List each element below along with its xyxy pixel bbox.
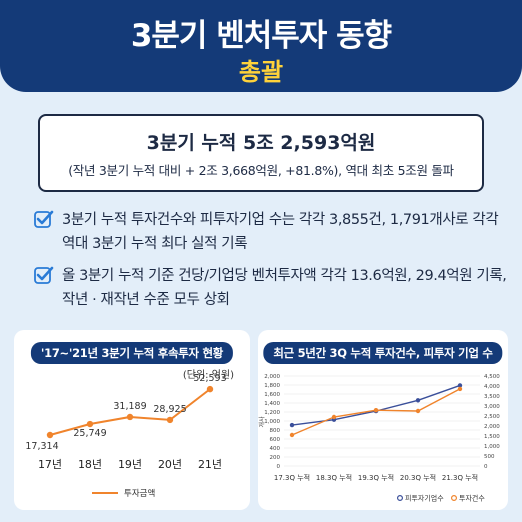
- chart2-y-right-tick: 4,000: [484, 384, 500, 390]
- chart2-y-right-tick: 3,500: [484, 394, 500, 400]
- bullet-item: 올 3분기 누적 기준 건당/기업당 벤처투자액 각각 13.6억원, 29.4…: [34, 264, 507, 314]
- chart2-y-left-tick: 0: [277, 464, 281, 470]
- chart2-series-line: [291, 384, 461, 426]
- chart1-point: [166, 416, 174, 424]
- chart2-y-right-tick: 1,500: [484, 434, 500, 440]
- page-subtitle: 총괄: [238, 58, 284, 86]
- chart1-svg: 17,314 25,749 31,189 28,925 52,593 17년 18년 19년 2…: [25, 373, 226, 499]
- chart2-y-left-tick: 1,600: [264, 392, 280, 398]
- chart1-x-tick-label: 21년: [198, 458, 222, 471]
- chart2-svg: 2,000 1,800 1,600 1,400 1,200 1,000 800 600 400 2…: [258, 374, 500, 503]
- chart1-unit: (단위: 억원): [182, 370, 234, 381]
- chart2-point: [373, 408, 379, 413]
- chart2-point: [331, 414, 337, 420]
- chart1-data-label: 28,925: [153, 404, 186, 415]
- chart2-point: [415, 408, 421, 414]
- chart1-point: [206, 385, 214, 393]
- chart2-y-right-tick: 2,500: [484, 414, 500, 420]
- chart2-legend-swatch: [451, 495, 458, 502]
- chart1-title: '17~'21년 3분기 누적 후속투자 현황: [30, 342, 234, 364]
- chart2-y-right-tick: 3,000: [484, 404, 500, 410]
- chart1-point: [126, 413, 134, 421]
- chart1-data-label: 31,189: [113, 401, 146, 412]
- chart2-y-left-tick: 2,000: [264, 374, 280, 380]
- chart1-point: [46, 431, 54, 439]
- chart2-x-tick-label: 19.3Q 누적: [358, 473, 394, 482]
- check-icon: [34, 266, 54, 284]
- chart2-y-left-tick: 1,200: [264, 410, 280, 416]
- chart2-point: [457, 386, 463, 392]
- chart1-point: [86, 420, 94, 428]
- chart1-x-tick-label: 17년: [38, 458, 62, 471]
- count-chart-panel: 최근 5년간 3Q 누적 투자건수, 피투자 기업 수 2,000 1,800 1,…: [258, 330, 508, 510]
- chart1-legend-label: 투자금액: [124, 488, 155, 499]
- chart2-point: [289, 432, 295, 438]
- summary-box: 3분기 누적 5조 2,593억원 (작년 3분기 누적 대비 + 2조 3,6…: [38, 114, 484, 192]
- chart2-y-right-tick: 1,000: [484, 444, 500, 450]
- chart2-point: [289, 422, 295, 428]
- chart2-y-right-tick: 500: [484, 454, 495, 460]
- chart2-point: [415, 398, 421, 403]
- chart2-y-left-label: 개사: [258, 416, 266, 428]
- chart1-x-tick-label: 18년: [78, 458, 102, 471]
- header-banner: 3분기 벤처투자 동향 총괄: [0, 0, 522, 92]
- chart2-y-left-tick: 400: [270, 446, 281, 452]
- chart2-legend-label: 피투자기업수: [405, 494, 444, 503]
- chart2-y-left-tick: 1,000: [264, 419, 280, 425]
- chart2-title: 최근 5년간 3Q 누적 투자건수, 피투자 기업 수: [263, 342, 503, 364]
- chart2-y-left-tick: 800: [270, 428, 281, 434]
- check-icon: [34, 210, 54, 228]
- followup-investment-chart-panel: '17~'21년 3분기 누적 후속투자 현황 (단위: 억원) 17,314 2…: [14, 330, 250, 510]
- chart2-x-tick-label: 18.3Q 누적: [316, 473, 352, 482]
- chart2-y-left-tick: 200: [270, 455, 281, 461]
- chart1-data-label: 17,314: [25, 441, 58, 452]
- chart2-y-right-tick: 2,000: [484, 424, 500, 430]
- chart2-y-left-tick: 600: [270, 437, 281, 443]
- chart2-point: [457, 383, 463, 388]
- chart1-x-tick-label: 20년: [158, 458, 182, 471]
- chart2-legend-label: 투자건수: [459, 494, 485, 503]
- bullet-text: 3분기 누적 투자건수와 피투자기업 수는 각각 3,855건, 1,791개사…: [62, 212, 499, 252]
- chart2-x-tick-label: 17.3Q 누적: [274, 473, 310, 482]
- chart1-x-tick-label: 19년: [118, 458, 142, 471]
- chart1-data-label: 25,749: [73, 428, 106, 439]
- chart2-y-left-tick: 1,800: [264, 383, 280, 389]
- chart2-y-right-tick: 0: [484, 464, 488, 470]
- bullet-text: 올 3분기 누적 기준 건당/기업당 벤처투자액 각각 13.6억원, 29.4…: [62, 268, 507, 308]
- summary-main: 3분기 누적 5조 2,593억원: [146, 132, 376, 154]
- page-title: 3분기 벤처투자 동향: [130, 18, 392, 54]
- chart2-x-tick-label: 20.3Q 누적: [400, 473, 436, 482]
- chart2-y-right-tick: 4,500: [484, 374, 500, 380]
- chart2-x-tick-label: 21.3Q 누적: [442, 473, 478, 482]
- summary-sub: (작년 3분기 누적 대비 + 2조 3,668억원, +81.8%), 역대 …: [68, 163, 454, 178]
- chart2-legend-swatch: [397, 495, 404, 502]
- chart2-y-left-tick: 1,400: [264, 401, 280, 407]
- bullet-item: 3분기 누적 투자건수와 피투자기업 수는 각각 3,855건, 1,791개사…: [34, 208, 504, 258]
- chart1-data-label: 52,593: [193, 373, 226, 384]
